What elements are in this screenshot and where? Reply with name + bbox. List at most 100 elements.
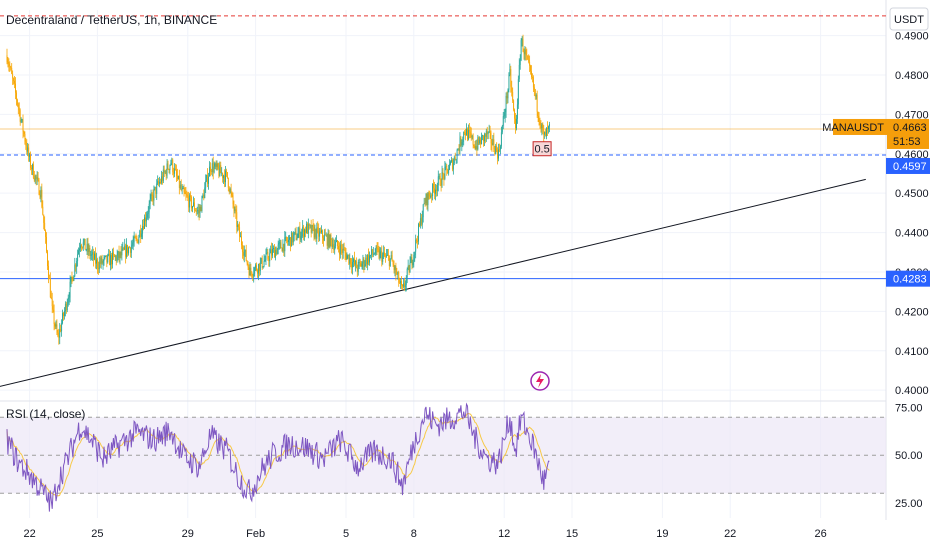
candle-body <box>207 175 209 184</box>
candle-body <box>120 252 122 256</box>
candle-body <box>515 118 516 129</box>
candle-body <box>540 125 542 129</box>
candle-body <box>176 175 178 179</box>
candle-body <box>195 211 197 212</box>
candle-body <box>267 252 269 259</box>
candle-body <box>435 189 436 194</box>
candle-body <box>243 251 245 256</box>
candle-body <box>251 272 253 276</box>
candle-body <box>452 163 454 170</box>
time-tick-label: 26 <box>814 528 826 540</box>
candle-body <box>159 182 160 184</box>
candle-body <box>522 38 524 52</box>
candles[interactable] <box>6 34 550 345</box>
candle-body <box>532 77 534 88</box>
candle-body <box>236 212 238 227</box>
candle-body <box>352 261 354 268</box>
candle-body <box>445 165 447 167</box>
rsi-pane[interactable] <box>6 402 550 512</box>
candle-body <box>92 252 94 254</box>
price-tick-label: 0.4700 <box>895 109 929 121</box>
candle-body <box>78 250 80 255</box>
candle-body <box>376 246 378 249</box>
candle-body <box>263 260 265 267</box>
candle-body <box>443 174 445 179</box>
candle-body <box>202 194 204 197</box>
horizontal-lines[interactable] <box>0 15 886 494</box>
candle-body <box>373 253 375 255</box>
chart-title: Decentraland / TetherUS, 1h, BINANCE <box>6 13 217 27</box>
candle-body <box>166 163 168 176</box>
candle-body <box>138 237 140 244</box>
currency-button[interactable]: USDT <box>889 7 929 31</box>
price-tick-label: 0.4200 <box>895 306 929 318</box>
candle-body <box>323 234 325 241</box>
candle-body <box>307 223 309 234</box>
candle-body <box>134 236 136 239</box>
candle-body <box>269 253 271 262</box>
value-annotation[interactable]: 0.5 <box>532 141 552 157</box>
rsi-ma-line[interactable] <box>6 412 550 497</box>
candle-body <box>511 86 513 92</box>
candle-body <box>173 172 175 174</box>
candle-body <box>108 253 110 255</box>
candle-body <box>146 214 148 218</box>
candle-body <box>241 245 243 253</box>
candle-body <box>172 159 174 173</box>
candle-body <box>332 244 334 248</box>
candle-body <box>389 258 391 266</box>
candle-body <box>22 119 24 132</box>
candle-body <box>328 233 330 247</box>
candle-body <box>306 223 307 233</box>
candle-body <box>326 235 328 246</box>
candle-body <box>206 175 208 181</box>
candle-body <box>387 254 389 257</box>
candle-body <box>87 243 89 252</box>
candle-body <box>84 238 86 250</box>
candle-body <box>143 226 144 229</box>
candle-body <box>438 175 440 177</box>
candle-body <box>66 303 68 311</box>
candle-body <box>102 260 104 264</box>
lightning-icon[interactable] <box>530 371 550 391</box>
candle-body <box>372 253 374 255</box>
candle-body <box>213 166 215 173</box>
candle-body <box>528 59 530 62</box>
candle-body <box>242 252 244 256</box>
candle-body <box>257 263 259 274</box>
candle-body <box>436 185 438 191</box>
rsi-line[interactable] <box>6 402 550 512</box>
candle-body <box>153 188 155 201</box>
candle-body <box>335 242 337 247</box>
candle-body <box>145 217 147 222</box>
candle-body <box>177 175 179 179</box>
price-tick-label: 0.4000 <box>895 385 929 397</box>
candle-body <box>413 254 415 263</box>
candle-body <box>183 188 185 193</box>
candle-body <box>193 202 194 207</box>
trendline[interactable] <box>0 178 866 390</box>
candle-body <box>327 233 329 246</box>
candle-body <box>499 149 500 151</box>
price-axis[interactable]: 0.49000.48000.47000.46000.45000.44000.43… <box>895 31 929 510</box>
candle-body <box>477 137 479 150</box>
candle-body <box>509 69 511 75</box>
level-tag-0.4283[interactable]: 0.4283 <box>886 270 930 287</box>
candle-body <box>45 230 47 237</box>
candle-body <box>495 145 497 155</box>
candle-body <box>486 130 488 135</box>
level-tag-0.4597[interactable]: 0.4597 <box>886 157 930 174</box>
price-tick-label: 0.4100 <box>895 346 929 358</box>
candle-body <box>430 195 432 198</box>
candle-body <box>453 157 455 164</box>
last-price-tag[interactable]: MANAUSDT 0.4663 51:53 <box>822 118 929 149</box>
candle-body <box>313 226 315 238</box>
candle-body <box>525 49 527 56</box>
candle-body <box>30 155 31 168</box>
time-axis[interactable]: 22 25 29 Feb 5 8 12 15 19 22 26 <box>23 528 826 540</box>
candle-body <box>253 273 255 277</box>
time-tick-label: 12 <box>498 528 510 540</box>
candle-body <box>193 202 195 211</box>
candle-body <box>542 124 544 131</box>
